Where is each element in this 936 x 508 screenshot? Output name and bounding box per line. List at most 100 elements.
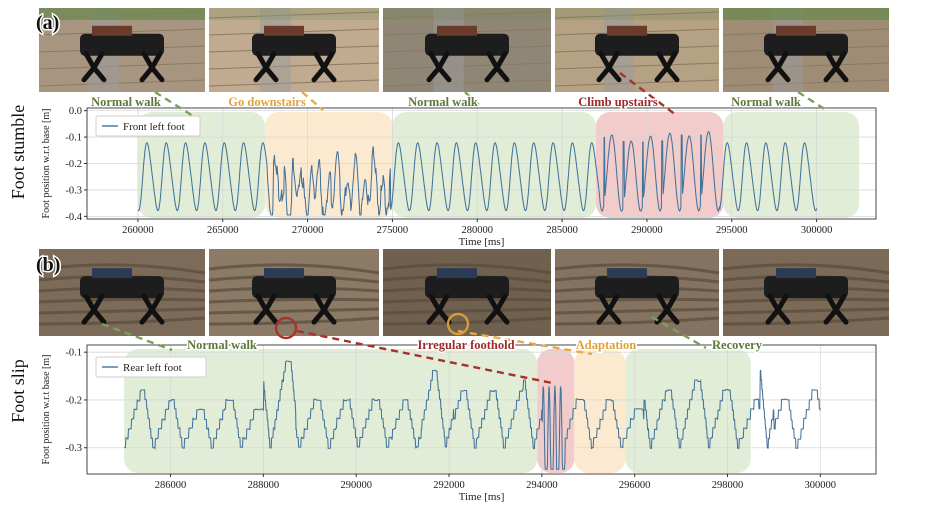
phase-band-5 (723, 112, 860, 218)
y-tick-label: -0.4 (65, 212, 82, 223)
brick-line (382, 11, 552, 19)
plot-1: 260000 265000 270000 275000 280000 285000 2900… (41, 106, 877, 248)
root-branch (554, 316, 720, 326)
phase-label-1: Normal walk (187, 338, 257, 352)
robot-leg (493, 51, 510, 83)
robot-electronics (92, 25, 132, 36)
connector-line (797, 90, 827, 112)
robot-body (425, 276, 509, 299)
root-branch (722, 263, 890, 275)
robot-leg (605, 293, 622, 325)
robot-leg (435, 51, 452, 83)
robot-leg (435, 293, 452, 325)
robot-body (764, 276, 848, 299)
connector-line (101, 322, 173, 352)
panel-label: (a) (36, 12, 59, 34)
robot-body (252, 33, 336, 56)
robot-leg (148, 51, 165, 83)
x-tick-label: 280000 (462, 225, 494, 236)
robot-leg (90, 293, 107, 325)
root-branch (722, 297, 890, 304)
y-tick-label: 0.0 (69, 106, 82, 117)
y-tick-label: -0.3 (65, 185, 82, 196)
root-branch (382, 307, 552, 315)
robot-leg (320, 51, 337, 83)
brick-line (554, 79, 720, 87)
x-tick-label: 296000 (619, 480, 651, 491)
robot-leg (832, 51, 849, 83)
foothold-marker (446, 312, 470, 336)
phase-label-3: Normal walk (408, 95, 478, 109)
robot-electronics (607, 268, 647, 279)
phase-label-2: Irregular foothold (417, 338, 514, 352)
root-branch (208, 263, 380, 275)
root-branch (208, 307, 380, 315)
connector-line (301, 91, 324, 111)
foliage (39, 8, 205, 20)
x-axis-label: Time [ms] (459, 236, 505, 248)
foothold-marker (274, 316, 298, 340)
phase-band-3 (392, 112, 597, 218)
photo-5 (722, 249, 890, 336)
x-tick-label: 300000 (801, 225, 833, 236)
phase-label-5: Normal walk (731, 95, 801, 109)
panel-label: (b) (36, 254, 60, 276)
root-branch (38, 316, 206, 326)
photo-4 (554, 249, 720, 336)
brick-line (208, 62, 380, 70)
robot-leg (605, 51, 622, 83)
annotations-2: Normal walk Irregular foothold Adaptation R… (101, 312, 764, 385)
photo-1 (38, 8, 206, 92)
y-axis-label: Foot position w.r.t base [m] (41, 355, 52, 465)
phase-label-4: Climb upstairs (578, 95, 658, 109)
brick-line (722, 79, 890, 87)
x-tick-label: 265000 (207, 225, 239, 236)
y-tick-label: -0.2 (65, 159, 82, 170)
y-tick-label: -0.2 (65, 395, 82, 406)
root-branch (38, 307, 206, 315)
robot-electronics (437, 25, 477, 36)
root-branch (208, 297, 380, 304)
robot-leg (148, 293, 165, 325)
row-label: Foot slip (8, 359, 28, 423)
photo-1 (38, 249, 206, 336)
row-label: Foot stumble (8, 105, 28, 200)
legend-label: Front left foot (123, 121, 185, 133)
connector-line (457, 329, 593, 356)
phase-band-4 (596, 112, 724, 218)
root-branch (38, 297, 206, 304)
root-branch (554, 297, 720, 304)
brick-line (208, 79, 380, 87)
y-axis-label: Foot position w.r.t base [m] (41, 109, 52, 219)
photo-5 (722, 8, 890, 92)
foliage (723, 8, 889, 20)
x-tick-label: 298000 (712, 480, 744, 491)
robot-electronics (264, 25, 304, 36)
legend-label: Rear left foot (123, 362, 182, 374)
brick-line (38, 62, 206, 70)
brick-line (208, 11, 380, 19)
robot-leg (774, 293, 791, 325)
connector-line (154, 90, 194, 118)
foliage (555, 8, 719, 20)
annotations-1: Normal walk Go downstairs Normal walk Climb… (90, 72, 827, 118)
root-branch (382, 263, 552, 275)
x-tick-label: 260000 (122, 225, 154, 236)
brick-line (722, 62, 890, 70)
x-axis-label: Time [ms] (459, 491, 505, 503)
connector-line (464, 91, 481, 107)
robot-leg (663, 293, 680, 325)
x-tick-label: 285000 (546, 225, 578, 236)
brick-line (38, 79, 206, 87)
x-tick-label: 290000 (631, 225, 663, 236)
plot-2: 286000 288000 290000 292000 294000 296000 2980… (41, 344, 877, 503)
robot-body (595, 276, 679, 299)
robot-leg (832, 293, 849, 325)
phase-band-3 (574, 349, 626, 473)
brick-line (382, 62, 552, 70)
y-tick-label: -0.1 (65, 133, 82, 144)
photo-2 (208, 8, 380, 92)
x-tick-label: 292000 (433, 480, 465, 491)
foliage (209, 8, 379, 20)
